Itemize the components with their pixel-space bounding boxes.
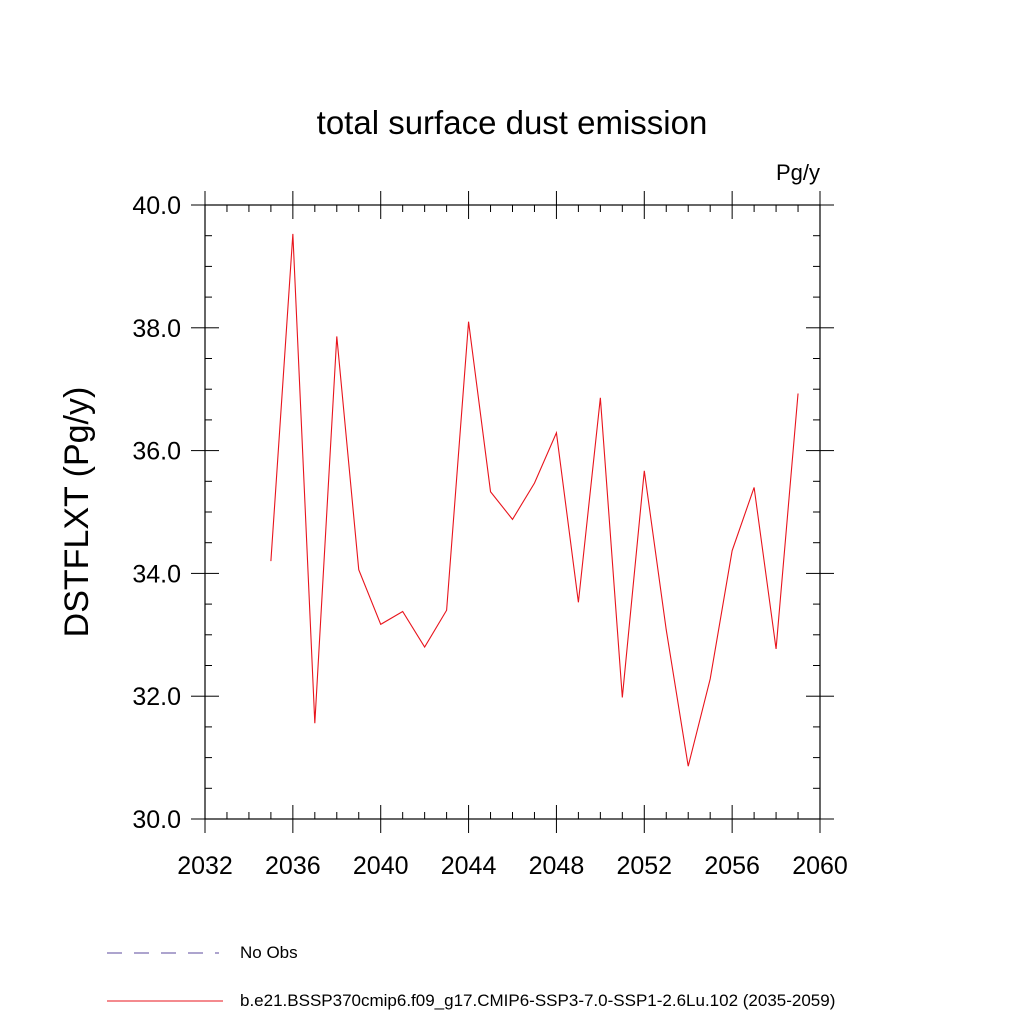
- ticks-layer: 2032 2036 2040 2044 2048 2052 2056 2060 30.0 32.0…: [132, 191, 848, 880]
- series-line: [270, 233, 799, 767]
- y-tick-label: 38.0: [132, 315, 181, 343]
- x-tick-label: 2060: [792, 852, 848, 880]
- y-tick-label: 32.0: [132, 683, 181, 711]
- units-label: Pg/y: [776, 160, 820, 185]
- x-tick-label: 2056: [704, 852, 760, 880]
- legend-swatch-solid: [107, 1000, 223, 1002]
- y-tick-label: 36.0: [132, 438, 181, 466]
- legend-swatch-dashed: [107, 952, 219, 954]
- plot-frame: [204, 204, 821, 820]
- x-tick-label: 2040: [353, 852, 409, 880]
- x-tick-label: 2036: [265, 852, 321, 880]
- y-axis-label: DSTFLXT (Pg/y): [58, 387, 96, 638]
- chart-title: total surface dust emission: [317, 104, 708, 141]
- x-tick-label: 2044: [441, 852, 497, 880]
- series-layer: [270, 233, 799, 767]
- x-tick-label: 2048: [529, 852, 585, 880]
- y-tick-label: 30.0: [132, 806, 181, 834]
- y-tick-label: 34.0: [132, 560, 181, 588]
- y-tick-label: 40.0: [132, 192, 181, 220]
- legend-label-no-obs: No Obs: [240, 943, 298, 962]
- x-tick-label: 2032: [177, 852, 233, 880]
- x-tick-label: 2052: [616, 852, 672, 880]
- legend-label-model: b.e21.BSSP370cmip6.f09_g17.CMIP6-SSP3-7.…: [240, 991, 836, 1010]
